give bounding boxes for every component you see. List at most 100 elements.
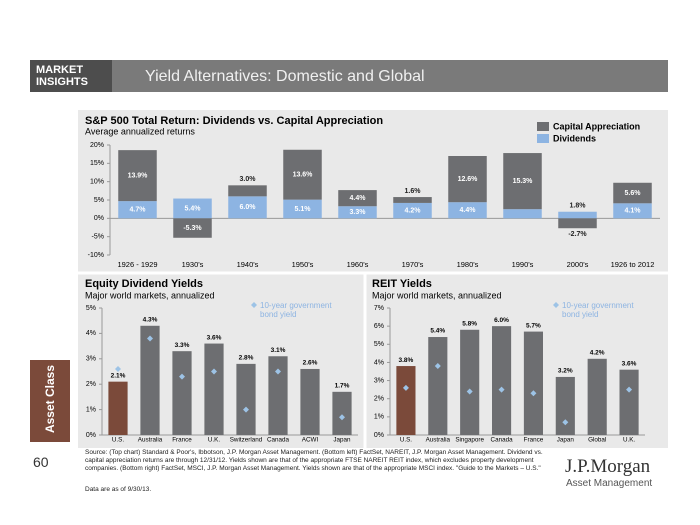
bar	[108, 381, 128, 435]
bar-segment	[338, 206, 377, 219]
legend-label: 10-year government bond yield	[260, 301, 332, 319]
x-tick-label: Canada	[267, 437, 290, 444]
bar	[268, 356, 288, 435]
value-label: 3.0%	[240, 176, 257, 183]
value-label: 3.3%	[175, 342, 190, 349]
bar	[236, 363, 256, 435]
x-tick-label: 1940's	[237, 260, 259, 269]
bar-segment	[503, 153, 542, 210]
bar-segment	[118, 201, 157, 219]
chart-title: REIT Yields	[372, 278, 432, 290]
bar-segment	[173, 198, 212, 219]
logo: J.P.Morgan	[565, 456, 651, 477]
value-label: 5.1%	[295, 206, 312, 213]
page-number: 60	[33, 454, 49, 470]
bar-segment	[558, 211, 597, 219]
value-label: 3.3%	[350, 209, 367, 216]
y-tick-label: 5%	[94, 197, 104, 204]
bar	[140, 325, 160, 435]
bar-segment	[503, 209, 542, 219]
legend-swatch	[537, 122, 549, 131]
bar-segment	[118, 150, 157, 202]
bar	[587, 358, 607, 435]
value-label: 4.4%	[350, 195, 367, 202]
y-tick-label: 3%	[374, 377, 384, 384]
bar	[523, 331, 543, 435]
y-tick-label: 0%	[94, 215, 104, 222]
value-label: 2.8%	[239, 355, 254, 362]
y-tick-label: 15%	[90, 160, 104, 167]
value-label: 1.7%	[335, 383, 350, 390]
x-tick-label: U.S.	[400, 437, 412, 444]
bond-yield-marker	[339, 414, 345, 421]
bar-segment	[393, 197, 432, 203]
x-tick-label: U.K.	[623, 437, 635, 444]
y-tick-label: 3%	[86, 356, 96, 363]
value-label: 1.8%	[570, 203, 587, 210]
value-label: 15.3%	[513, 178, 534, 185]
logo-sub: Asset Management	[566, 478, 653, 489]
chart-title: Equity Dividend Yields	[85, 278, 203, 290]
bond-yield-marker	[466, 388, 473, 395]
chart-subtitle: Major world markets, annualized	[85, 290, 215, 300]
bar-segment	[613, 182, 652, 204]
value-label: 4.7%	[130, 207, 147, 214]
chart-title: S&P 500 Total Return: Dividends vs. Capi…	[85, 115, 383, 127]
y-tick-label: 1%	[86, 406, 96, 413]
value-label: -2.7%	[568, 231, 587, 238]
bond-yield-marker	[179, 373, 185, 380]
legend-label: Dividends	[553, 133, 596, 143]
value-label: -5.3%	[183, 225, 202, 232]
x-tick-label: 1990's	[512, 260, 534, 269]
x-tick-label: 1930's	[182, 260, 204, 269]
value-label: 4.3%	[143, 316, 158, 323]
header-bar	[30, 60, 668, 92]
bar	[300, 368, 320, 435]
data-note: Data are as of 9/30/13.	[85, 486, 152, 493]
x-tick-label: France	[524, 437, 544, 444]
bond-yield-marker	[115, 365, 121, 372]
bar-segment	[448, 202, 487, 219]
legend-label: Capital Appreciation	[553, 121, 640, 131]
value-label: 3.2%	[558, 368, 573, 375]
x-tick-label: 1926 - 1929	[117, 260, 157, 269]
value-label: 5.7%	[526, 322, 541, 329]
bond-yield-marker	[211, 368, 217, 375]
x-tick-label: Australia	[426, 437, 451, 444]
y-tick-label: 4%	[86, 330, 96, 337]
legend-swatch	[537, 134, 549, 143]
bar	[204, 343, 224, 435]
bar-segment	[228, 196, 267, 219]
value-label: 4.2%	[405, 207, 422, 214]
bar-segment	[613, 203, 652, 219]
brand-line: MARKET	[36, 64, 84, 76]
x-tick-label: Japan	[557, 437, 575, 444]
bar	[396, 366, 416, 435]
x-tick-label: Australia	[138, 437, 163, 444]
value-label: 6.0%	[240, 204, 257, 211]
bond-yield-marker	[147, 335, 153, 342]
value-label: 13.6%	[293, 172, 314, 179]
y-tick-label: 2%	[86, 381, 96, 388]
value-label: 12.6%	[458, 176, 479, 183]
value-label: 3.6%	[622, 360, 637, 367]
y-tick-label: 0%	[374, 432, 384, 439]
value-label: 3.8%	[399, 357, 414, 364]
y-tick-label: 2%	[374, 396, 384, 403]
bar	[619, 369, 639, 435]
value-label: 5.4%	[185, 205, 202, 212]
value-label: 4.4%	[460, 207, 477, 214]
bond-yield-marker	[243, 406, 249, 413]
bar	[332, 391, 352, 435]
bar	[172, 351, 192, 435]
y-tick-label: 5%	[86, 305, 96, 312]
bar	[555, 376, 575, 435]
chart-subtitle: Average annualized returns	[85, 126, 195, 136]
brand-box	[30, 60, 112, 92]
x-tick-label: 2000's	[567, 260, 589, 269]
x-tick-label: Singapore	[455, 437, 484, 444]
legend-label: 10-year government bond yield	[562, 301, 634, 319]
x-tick-label: 1960's	[347, 260, 369, 269]
side-tab	[30, 360, 70, 442]
